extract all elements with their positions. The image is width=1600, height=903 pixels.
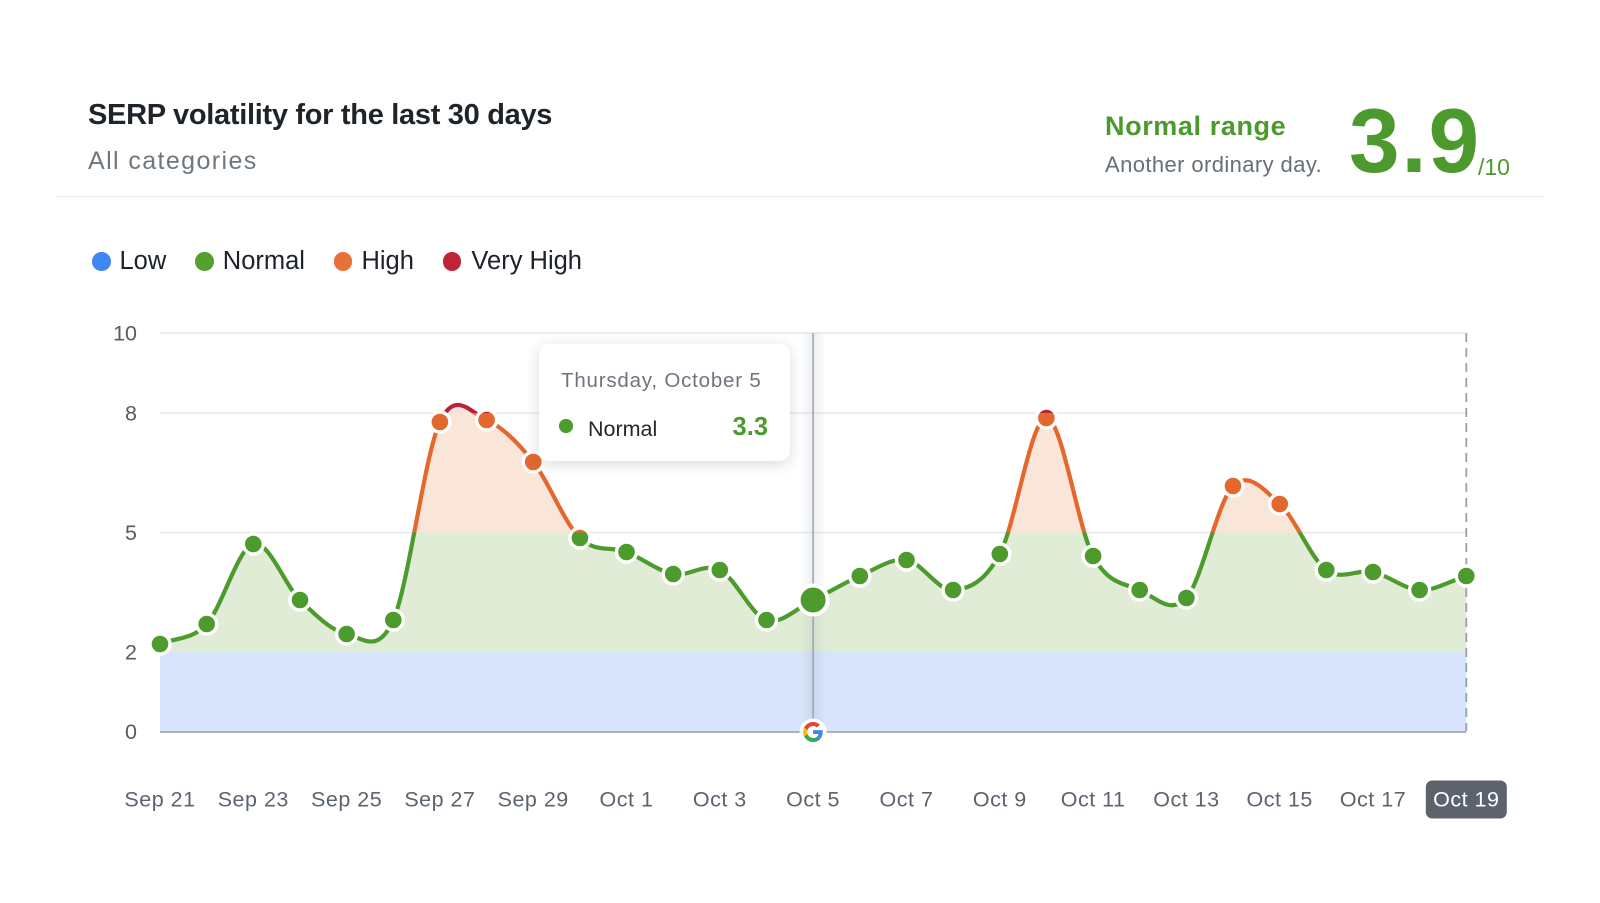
svg-text:0: 0 xyxy=(125,720,137,744)
svg-text:Oct 15: Oct 15 xyxy=(1247,788,1313,812)
svg-text:Oct 1: Oct 1 xyxy=(600,788,654,812)
svg-text:Oct 19: Oct 19 xyxy=(1433,788,1499,812)
svg-text:Oct 7: Oct 7 xyxy=(880,788,934,812)
svg-text:2: 2 xyxy=(125,641,137,665)
svg-text:Sep 21: Sep 21 xyxy=(124,788,195,812)
svg-text:Oct 11: Oct 11 xyxy=(1061,788,1126,812)
svg-text:Sep 25: Sep 25 xyxy=(311,788,382,812)
svg-text:Oct 9: Oct 9 xyxy=(973,788,1027,812)
svg-text:8: 8 xyxy=(125,402,137,426)
svg-text:Oct 5: Oct 5 xyxy=(786,788,840,812)
svg-text:Oct 3: Oct 3 xyxy=(693,788,747,812)
svg-text:Sep 23: Sep 23 xyxy=(218,788,289,812)
svg-text:Oct 17: Oct 17 xyxy=(1340,788,1406,812)
svg-text:10: 10 xyxy=(113,322,137,346)
svg-text:Oct 13: Oct 13 xyxy=(1153,788,1219,812)
svg-text:Sep 27: Sep 27 xyxy=(404,788,475,812)
svg-text:5: 5 xyxy=(125,521,137,545)
svg-text:Sep 29: Sep 29 xyxy=(498,788,569,812)
